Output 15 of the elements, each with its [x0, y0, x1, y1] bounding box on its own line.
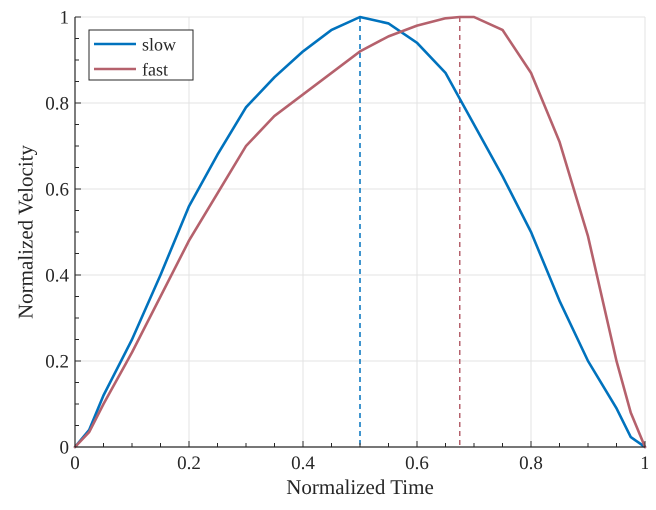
y-tick-label: 0.2 — [45, 352, 69, 373]
y-tick-label: 0.8 — [45, 94, 69, 115]
legend-label: fast — [142, 59, 168, 80]
x-axis-title: Normalized Time — [286, 475, 434, 499]
y-axis-title: Normalized Velocity — [13, 144, 38, 319]
x-tick-label: 0.6 — [405, 453, 429, 474]
y-tick-label: 0 — [60, 438, 69, 459]
y-tick-label: 0.4 — [45, 266, 70, 287]
x-tick-label: 0.2 — [177, 453, 201, 474]
line-series — [74, 16, 646, 448]
x-tick-label: 0.8 — [519, 453, 543, 474]
y-tick-label: 0.6 — [45, 180, 69, 201]
y-tick-label: 1 — [60, 8, 69, 29]
legend-label: slow — [142, 34, 176, 54]
x-tick-label: 0.4 — [291, 453, 316, 474]
